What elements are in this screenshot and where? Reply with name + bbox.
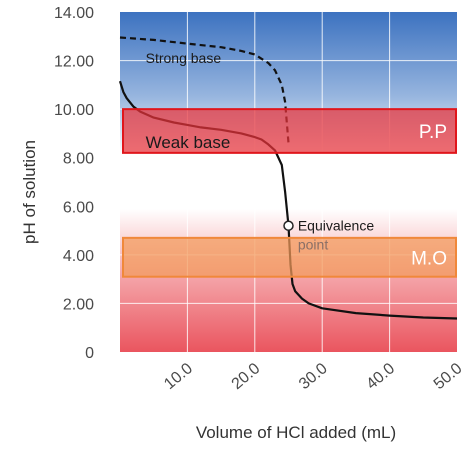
x-tick-label: 30.0	[296, 360, 331, 393]
x-axis-title: Volume of HCl added (mL)	[196, 423, 396, 442]
y-tick-label: 12.00	[54, 54, 94, 71]
y-tick-label: 14.00	[54, 5, 94, 22]
y-tick-label: 2.00	[63, 296, 94, 313]
plot-background	[120, 12, 457, 352]
equivalence-label: Equivalence	[298, 218, 374, 234]
y-tick-label: 8.00	[63, 151, 94, 168]
strong-base-curve	[119, 36, 290, 144]
x-tick-label: 20.0	[229, 360, 264, 393]
x-tick-label: 10.0	[161, 360, 196, 393]
x-tick-label: 50.0	[431, 360, 466, 393]
x-tick-labels: 10.0 20.0 30.0 40.0 50.0	[161, 360, 465, 393]
pp-band	[122, 108, 457, 154]
y-tick-label: 10.00	[54, 102, 94, 119]
mo-band-label: M.O	[411, 248, 447, 269]
weak-base-label: Weak base	[146, 133, 231, 152]
y-axis-title: pH of solution	[20, 140, 39, 244]
y-tick-label: 6.00	[63, 199, 94, 216]
equivalence-point-label: point	[298, 237, 328, 253]
strong-base-label: Strong base	[146, 50, 222, 66]
y-tick-label: 4.00	[63, 248, 94, 265]
y-tick-labels: 0 2.00 4.00 6.00 8.00 10.00 12.00 14.00	[54, 5, 94, 362]
pp-band-label: P.P	[419, 122, 447, 143]
equivalence-point-marker	[283, 220, 294, 231]
x-tick-label: 40.0	[363, 360, 398, 393]
y-tick-label: 0	[85, 345, 94, 362]
mo-band	[122, 236, 457, 278]
